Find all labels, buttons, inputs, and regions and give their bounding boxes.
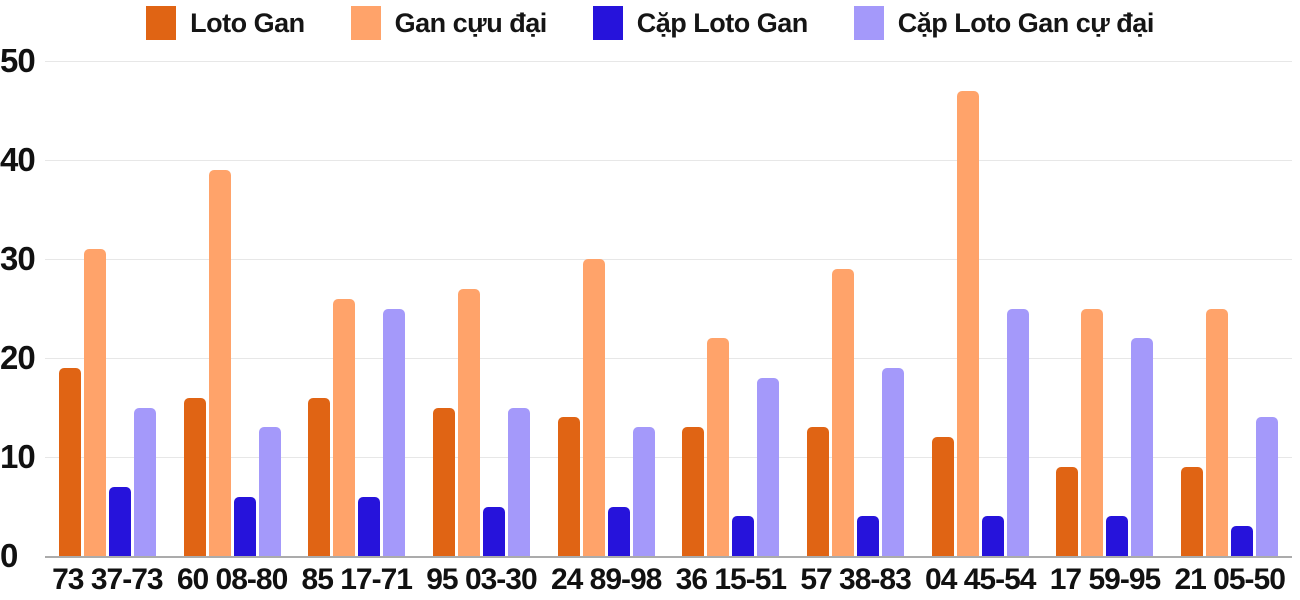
bar xyxy=(707,338,730,556)
bar xyxy=(358,496,381,556)
x-tick-label: 57 38-83 xyxy=(800,563,911,596)
chart-legend: Loto Gan Gan cựu đại Cặp Loto Gan Cặp Loto … xyxy=(0,6,1300,40)
x-tick-label: 60 08-80 xyxy=(176,563,288,596)
legend-label: Loto Gan xyxy=(190,7,305,38)
bar-groups: 73 37-73 60 08-80 85 17-71 95 03-30 24 89-98… xyxy=(45,61,1292,596)
bar-group-6: 36 15-51 xyxy=(669,61,794,596)
bar xyxy=(832,268,855,556)
bar xyxy=(208,169,231,556)
y-tick-label: 20 xyxy=(0,339,36,376)
legend-item-3[interactable]: Cặp Loto Gan xyxy=(592,6,809,40)
y-tick-label: 40 xyxy=(0,141,36,178)
bar xyxy=(83,249,106,556)
bar xyxy=(732,516,755,556)
legend-label: Gan cựu đại xyxy=(394,7,548,38)
bar xyxy=(108,486,131,556)
y-tick-label: 30 xyxy=(0,240,36,277)
bar xyxy=(882,367,905,556)
grid-line xyxy=(45,61,1292,62)
bar xyxy=(457,288,480,556)
legend-item-1[interactable]: Loto Gan xyxy=(146,6,305,40)
x-tick-label: 17 59-95 xyxy=(1049,563,1161,596)
bar-group-2: 60 08-80 xyxy=(170,61,295,596)
bar xyxy=(582,259,605,556)
x-tick-label: 21 05-50 xyxy=(1174,563,1285,596)
bar xyxy=(807,427,830,556)
bar xyxy=(233,496,256,556)
bar xyxy=(1056,466,1079,556)
bar-group-3: 85 17-71 xyxy=(294,61,419,596)
legend-swatch xyxy=(146,6,177,40)
bar xyxy=(1181,466,1204,556)
legend-label: Cặp Loto Gan cự đại xyxy=(897,7,1155,38)
bar xyxy=(931,437,954,556)
legend-item-2[interactable]: Gan cựu đại xyxy=(350,6,548,40)
bar-group-4: 95 03-30 xyxy=(419,61,544,596)
bar xyxy=(58,367,81,556)
legend-swatch xyxy=(350,6,381,40)
bar xyxy=(1006,308,1029,556)
legend-item-4[interactable]: Cặp Loto Gan cự đại xyxy=(853,6,1155,40)
x-axis-line xyxy=(45,556,1292,558)
bar-group-7: 57 38-83 xyxy=(793,61,918,596)
bar xyxy=(1231,526,1254,556)
x-tick-label: 36 15-51 xyxy=(675,563,787,596)
bar xyxy=(1106,516,1129,556)
bar xyxy=(383,308,406,556)
grid-line xyxy=(45,457,1292,458)
x-tick-label: 85 17-71 xyxy=(301,563,413,596)
bar xyxy=(682,427,705,556)
bar xyxy=(482,506,505,556)
bar xyxy=(133,407,156,556)
x-tick-label: 04 45-54 xyxy=(925,563,1036,596)
bar xyxy=(1206,308,1229,556)
bar xyxy=(607,506,630,556)
x-tick-label: 95 03-30 xyxy=(426,563,537,596)
legend-label: Cặp Loto Gan xyxy=(636,7,809,38)
bar xyxy=(333,298,356,556)
bar xyxy=(183,397,206,556)
bar xyxy=(557,417,580,556)
y-tick-label: 10 xyxy=(0,438,36,475)
legend-swatch xyxy=(853,6,884,40)
bar xyxy=(632,427,655,556)
grid-line xyxy=(45,259,1292,260)
x-tick-label: 73 37-73 xyxy=(52,563,163,596)
bar xyxy=(308,397,331,556)
bar xyxy=(258,427,281,556)
bar xyxy=(507,407,530,556)
bar xyxy=(757,377,780,556)
bar xyxy=(432,407,455,556)
x-tick-label: 24 89-98 xyxy=(550,563,662,596)
bar-group-5: 24 89-98 xyxy=(544,61,669,596)
bar-group-8: 04 45-54 xyxy=(918,61,1043,596)
legend-swatch xyxy=(592,6,623,40)
plot-area: 73 37-73 60 08-80 85 17-71 95 03-30 24 89-98… xyxy=(45,61,1292,596)
bar xyxy=(981,516,1004,556)
bar-group-1: 73 37-73 xyxy=(45,61,170,596)
y-tick-label: 50 xyxy=(0,42,36,79)
bar xyxy=(1256,417,1279,556)
bar xyxy=(1131,338,1154,556)
bar-group-10: 21 05-50 xyxy=(1167,61,1292,596)
y-tick-label: 0 xyxy=(0,537,18,574)
bar xyxy=(1081,308,1104,556)
bar xyxy=(857,516,880,556)
bar xyxy=(956,90,979,556)
grid-line xyxy=(45,358,1292,359)
grid-line xyxy=(45,160,1292,161)
bar-group-9: 17 59-95 xyxy=(1043,61,1168,596)
